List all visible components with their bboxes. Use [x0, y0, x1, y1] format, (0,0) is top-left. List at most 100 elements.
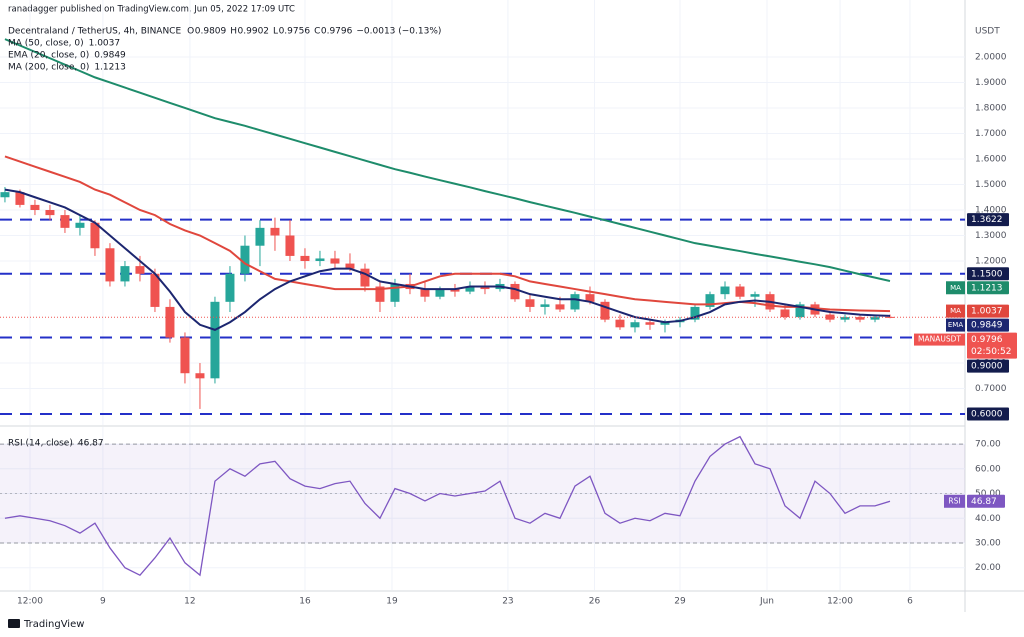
y-tick-label: 40.00 — [975, 514, 1001, 524]
y-tick-label: 20.00 — [975, 563, 1001, 573]
x-tick-label: 26 — [589, 597, 601, 607]
last-price-box — [967, 332, 1017, 359]
candle-body — [525, 299, 535, 307]
candle-body — [390, 283, 400, 302]
rsi-value: 46.87 — [971, 497, 997, 507]
candle-body — [885, 316, 895, 318]
candle-body — [225, 273, 235, 302]
ohlc-label: H — [230, 27, 237, 37]
last-price: 0.9796 — [971, 335, 1003, 345]
x-tick-label: 12:00 — [827, 597, 853, 607]
moving-average-line — [4, 38, 891, 283]
candle-body — [105, 248, 115, 282]
level-badge-text: 1.3622 — [971, 215, 1003, 225]
y-tick-label: 50.00 — [975, 489, 1001, 499]
candle-body — [60, 215, 70, 228]
candle-body — [840, 317, 850, 320]
symbol-box — [914, 333, 965, 346]
candle-body — [45, 210, 55, 216]
candle-body — [285, 235, 295, 256]
candle-body — [150, 273, 160, 307]
candle-body — [735, 286, 745, 297]
y-tick-label: 0.7000 — [975, 384, 1007, 394]
y-tick-label: 1.8000 — [975, 103, 1007, 113]
overlay-value: 0.9849 — [971, 321, 1003, 331]
candle-body — [135, 266, 145, 274]
ohlc-value: 0.9809 — [195, 27, 227, 37]
y-tick-label: 1.9000 — [975, 78, 1007, 88]
x-tick-label: 12 — [184, 597, 195, 607]
level-badge — [967, 267, 1009, 281]
level-badge-text: 1.1500 — [971, 269, 1003, 279]
candle-body — [15, 192, 25, 205]
price-change: −0.0013 (−0.13%) — [356, 27, 441, 37]
candle-body — [630, 322, 640, 328]
candle-body — [690, 306, 700, 320]
candle-body — [615, 319, 625, 328]
overlay-value-box — [967, 318, 1009, 332]
overlay-value: 1.1213 — [971, 283, 1003, 293]
level-badge — [967, 407, 1009, 421]
rsi-line — [4, 435, 891, 577]
legend-value: 46.87 — [78, 439, 104, 449]
candle-body — [600, 301, 610, 320]
candle-body — [585, 294, 595, 302]
candle-body — [165, 306, 175, 338]
candle-body — [120, 266, 130, 282]
rsi-tag: RSI — [948, 496, 960, 505]
candle-body — [510, 283, 520, 300]
y-tick-label: 30.00 — [975, 539, 1001, 549]
candle-body — [795, 304, 805, 318]
legend-name: MA (200, close, 0) — [8, 63, 89, 73]
level-badge-text: 0.9000 — [971, 362, 1003, 372]
moving-average-line — [4, 188, 891, 331]
overlay-value: 1.0037 — [971, 307, 1003, 317]
overlay-tag: MA — [950, 284, 961, 292]
candle-body — [855, 317, 865, 320]
y-tick-label: 1.7000 — [975, 129, 1007, 139]
candle-body — [195, 373, 205, 379]
candle-body — [315, 258, 325, 262]
legend-name: EMA (20, close, 0) — [8, 51, 89, 61]
legend-name: RSI (14, close) — [8, 439, 73, 449]
candle-body — [330, 258, 340, 264]
legend-value: 0.9849 — [94, 51, 126, 61]
x-tick-label: 19 — [386, 597, 398, 607]
footer-brand: TradingView — [23, 619, 84, 630]
candle-body — [240, 245, 250, 274]
candle-body — [345, 263, 355, 269]
ohlc-value: 0.9902 — [238, 27, 270, 37]
candle-body — [720, 286, 730, 295]
overlay-value-box — [967, 304, 1009, 318]
overlay-tag-box — [946, 318, 965, 332]
candle-body — [705, 294, 715, 307]
x-tick-label: 23 — [502, 597, 513, 607]
y-tick-label: 1.5000 — [975, 180, 1007, 190]
overlay-tag: EMA — [948, 321, 963, 329]
ohlc-value: 0.9756 — [279, 27, 311, 37]
candle-body — [420, 289, 430, 297]
y-tick-label: 60.00 — [975, 464, 1001, 474]
candle-body — [450, 289, 460, 292]
y-tick-label: 2.0000 — [975, 52, 1007, 62]
candle-body — [780, 309, 790, 318]
overlay-tag-box — [946, 304, 965, 318]
ohlc-label: C — [314, 27, 320, 37]
candle-body — [75, 222, 85, 228]
candle-body — [210, 301, 220, 379]
currency-label: USDT — [975, 27, 1000, 37]
rsi-tag-box — [944, 494, 965, 508]
y-tick-label: 1.3000 — [975, 231, 1007, 241]
ohlc-value: 0.9796 — [321, 27, 353, 37]
overlay-tag: MA — [950, 307, 961, 315]
x-tick-label: 16 — [299, 597, 311, 607]
candle-body — [270, 227, 280, 236]
candle-body — [375, 286, 385, 302]
candle-body — [30, 204, 40, 211]
candle-body — [540, 304, 550, 307]
level-badge — [967, 359, 1009, 373]
symbol-label: MANAUSDT — [918, 335, 961, 344]
x-tick-label: Jun — [759, 597, 774, 607]
candle-body — [360, 268, 370, 287]
